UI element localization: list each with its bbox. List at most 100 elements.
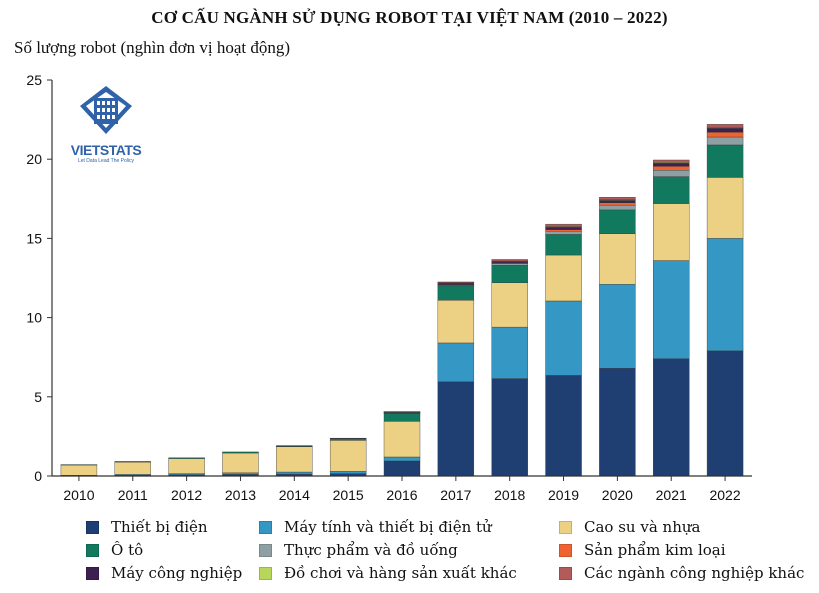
x-tick-label: 2019 xyxy=(548,487,579,503)
bar-segment-2019-s6 xyxy=(545,227,582,230)
x-tick-label: 2022 xyxy=(709,487,740,503)
bar-stack-2012 xyxy=(168,457,205,477)
bar-segment-2020-s2 xyxy=(599,233,636,285)
bar-segment-2021-s0 xyxy=(653,358,690,477)
x-tick-label: 2018 xyxy=(494,487,525,503)
bar-segment-2022-s2 xyxy=(706,177,744,239)
bar-stack-2016 xyxy=(383,411,421,477)
bar-segment-2018-s3 xyxy=(491,265,528,283)
bar-segment-2016-s0 xyxy=(383,460,421,477)
x-tick-label: 2010 xyxy=(63,487,94,503)
chart-title: CƠ CẤU NGÀNH SỬ DỤNG ROBOT TẠI VIỆT NAM … xyxy=(151,8,668,27)
legend-item-4: Thực phẩm và đồ uống xyxy=(259,541,458,559)
bar-segment-2010-s2 xyxy=(60,464,98,476)
bar-segment-2021-s3 xyxy=(653,176,690,204)
bar-segment-2019-s8 xyxy=(545,223,582,227)
bar-segment-2022-s5 xyxy=(706,132,744,138)
y-axis-label: Số lượng robot (nghìn đơn vị hoạt động) xyxy=(14,38,291,57)
bar-segment-2020-s1 xyxy=(599,284,636,369)
axes: 0 5 10 15 20 25 2010 2011 2012 2013 2014 2015 2016 20… xyxy=(26,72,752,503)
bar-segment-2021-s1 xyxy=(653,260,690,359)
bar-segment-2017-s2 xyxy=(437,299,475,344)
bar-segment-2014-s6 xyxy=(276,445,313,447)
bar-stack-2019 xyxy=(545,223,582,477)
bar-stack-2017 xyxy=(437,281,475,477)
bar-segment-2022-s0 xyxy=(706,350,744,477)
bar-segment-2022-s1 xyxy=(706,238,744,352)
bar-segment-2017-s8 xyxy=(437,281,475,283)
legend-label: Máy tính và thiết bị điện tử xyxy=(284,518,492,536)
legend-label: Thiết bị điện xyxy=(111,518,208,536)
bar-segment-2021-s8 xyxy=(653,159,690,163)
legend-item-3: Ô tô xyxy=(86,541,143,559)
logo-brand: VIETSTATS xyxy=(70,142,142,158)
bar-segment-2020-s4 xyxy=(599,204,636,211)
legend-item-7: Đồ chơi và hàng sản xuất khác xyxy=(259,564,517,582)
legend-swatch xyxy=(559,543,572,557)
bar-segment-2019-s2 xyxy=(545,254,582,302)
y-tick-label: 0 xyxy=(34,468,42,484)
bar-segment-2020-s5 xyxy=(599,202,636,206)
bar-segment-2017-s1 xyxy=(437,342,475,382)
legend-item-2: Cao su và nhựa xyxy=(559,518,700,536)
bar-segment-2020-s6 xyxy=(599,200,636,203)
legend-item-6: Máy công nghiệp xyxy=(86,564,242,582)
bar-segment-2020-s0 xyxy=(599,368,636,477)
bar-segment-2019-s0 xyxy=(545,375,582,477)
bar-segment-2018-s1 xyxy=(491,326,528,379)
vietstats-logo: VIETSTATS Let Data Lead The Policy xyxy=(68,84,144,164)
legend-swatch xyxy=(86,543,99,557)
x-tick-label: 2016 xyxy=(386,487,417,503)
legend-swatch xyxy=(86,566,99,580)
legend-label: Các ngành công nghiệp khác xyxy=(584,564,805,582)
bar-stack-2011 xyxy=(114,461,151,477)
legend-item-0: Thiết bị điện xyxy=(86,518,208,536)
bar-segment-2018-s2 xyxy=(491,282,528,328)
bar-stack-2015 xyxy=(329,437,367,477)
legend-swatch xyxy=(559,520,572,534)
bar-segment-2017-s0 xyxy=(437,381,475,477)
bar-segment-2018-s0 xyxy=(491,378,528,477)
x-tick-label: 2012 xyxy=(171,487,202,503)
legend-label: Cao su và nhựa xyxy=(584,518,701,536)
bar-stack-2020 xyxy=(599,197,636,477)
y-tick-label: 5 xyxy=(34,389,42,405)
legend-item-5: Sản phẩm kim loại xyxy=(559,541,726,559)
legend-label: Ô tô xyxy=(111,541,144,559)
legend-swatch xyxy=(259,566,272,580)
x-tick-label: 2017 xyxy=(440,487,471,503)
bar-segment-2019-s5 xyxy=(545,229,582,232)
bar-segment-2020-s3 xyxy=(599,209,636,234)
x-tick-label: 2013 xyxy=(225,487,256,503)
bar-segment-2012-s2 xyxy=(168,458,205,474)
x-tick-label: 2021 xyxy=(656,487,687,503)
y-tick-label: 10 xyxy=(26,310,42,326)
bar-segment-2014-s2 xyxy=(276,446,313,473)
legend-swatch xyxy=(259,543,272,557)
bar-stack-2022 xyxy=(706,124,744,477)
bar-segment-2011-s2 xyxy=(114,461,151,475)
bar-segment-2015-s1 xyxy=(329,471,367,474)
y-tick-label: 20 xyxy=(26,151,42,167)
bar-stacks xyxy=(60,124,744,477)
bar-stack-2021 xyxy=(653,159,690,477)
bar-segment-2010-s3 xyxy=(60,464,98,466)
legend-label: Thực phẩm và đồ uống xyxy=(284,541,458,559)
bar-segment-2021-s5 xyxy=(653,166,690,171)
bar-segment-2013-s2 xyxy=(222,452,259,474)
legend-label: Đồ chơi và hàng sản xuất khác xyxy=(284,564,517,582)
bar-segment-2021-s6 xyxy=(653,162,690,167)
bar-segment-2013-s3 xyxy=(222,451,259,454)
legend-item-1: Máy tính và thiết bị điện tử xyxy=(259,518,492,536)
bar-segment-2013-s1 xyxy=(222,472,259,475)
bar-segment-2022-s4 xyxy=(706,136,744,146)
x-tick-label: 2020 xyxy=(602,487,633,503)
bar-segment-2021-s2 xyxy=(653,203,690,261)
legend-swatch xyxy=(259,520,272,534)
x-tick-label: 2015 xyxy=(333,487,364,503)
bar-stack-2018 xyxy=(491,259,528,477)
building-icon xyxy=(80,86,132,134)
legend-swatch xyxy=(559,566,572,580)
bar-segment-2019-s1 xyxy=(545,300,582,376)
bar-segment-2015-s2 xyxy=(329,440,367,472)
